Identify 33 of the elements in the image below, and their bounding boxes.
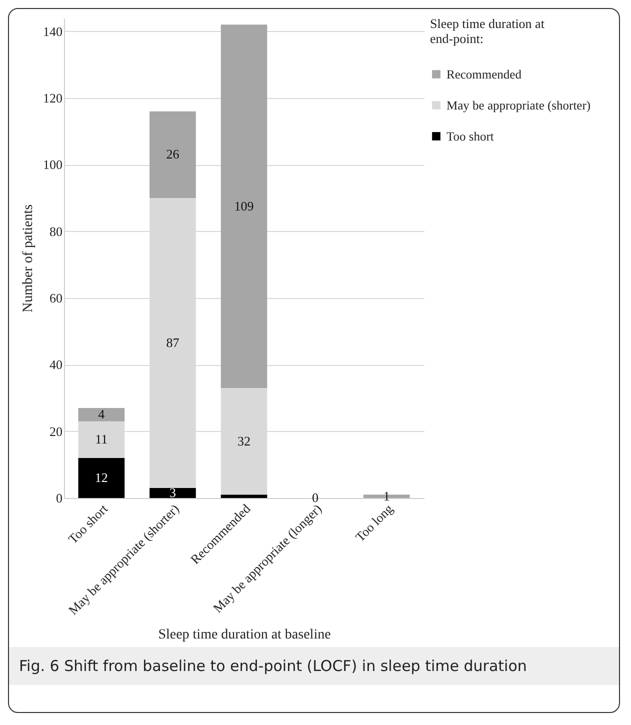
- data-label: 0: [312, 490, 319, 505]
- x-axis-title: Sleep time duration at baseline: [158, 628, 331, 643]
- data-label: 32: [238, 433, 250, 448]
- y-tick-label: 20: [50, 424, 62, 439]
- bar: [220, 494, 268, 498]
- bar: [78, 408, 125, 422]
- legend-label: Recommended: [446, 67, 522, 82]
- y-tick-label: 120: [43, 90, 62, 106]
- y-tick-label: 100: [43, 157, 62, 172]
- data-label: 4: [98, 406, 106, 422]
- bar: [78, 458, 125, 498]
- data-label: 11: [95, 432, 108, 447]
- legend-label: May be appropriate (shorter): [446, 98, 591, 112]
- caption: Fig. 6 Shift from baseline to end-point (LOCF) in sleep time duration: [9, 647, 619, 685]
- data-label: 109: [234, 198, 254, 214]
- data-label: 87: [166, 335, 180, 350]
- data-label: 12: [94, 470, 108, 485]
- bar: [150, 488, 196, 498]
- data-label: 3: [169, 485, 176, 500]
- y-tick-label: 0: [56, 490, 62, 506]
- y-tick-label: 80: [50, 224, 62, 239]
- data-label: 1: [383, 488, 390, 504]
- y-tick-label: 60: [50, 290, 62, 306]
- legend-title: Sleep time duration at end-point:: [430, 16, 545, 46]
- y-tick-label: 140: [43, 24, 62, 39]
- x-tick-label: Too short: [65, 500, 111, 547]
- legend-label: Too short: [446, 129, 494, 144]
- y-tick-label: 40: [50, 357, 62, 372]
- x-tick-label: Too long: [352, 500, 396, 545]
- data-label: 26: [166, 146, 180, 162]
- bar: [150, 111, 196, 198]
- bar: [220, 24, 268, 388]
- y-axis-title: Number of patients: [21, 204, 36, 313]
